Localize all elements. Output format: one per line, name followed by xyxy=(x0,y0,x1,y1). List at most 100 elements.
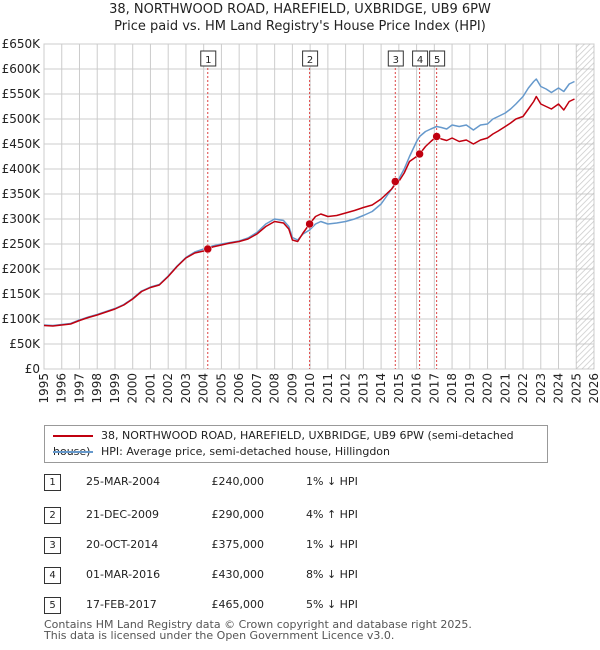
footer-copyright: Contains HM Land Registry data © Crown c… xyxy=(44,618,472,631)
y-tick-label: £150K xyxy=(2,287,42,301)
x-tick-label: 2020 xyxy=(481,373,495,404)
x-tick-label: 2023 xyxy=(534,373,548,404)
legend-item-hpi: HPI: Average price, semi-detached house,… xyxy=(53,444,390,460)
x-tick-label: 2009 xyxy=(285,373,299,404)
x-tick-label: 2011 xyxy=(321,373,335,404)
plot-area xyxy=(43,43,595,370)
x-tick-label: 2004 xyxy=(197,373,211,404)
x-tick-label: 1999 xyxy=(108,373,122,404)
chart-subtitle: Price paid vs. HM Land Registry's House … xyxy=(114,19,486,34)
x-tick-label: 2015 xyxy=(392,373,406,404)
sale-marker-box xyxy=(429,50,446,67)
sale-point xyxy=(432,132,441,141)
x-tick-label: 2007 xyxy=(250,373,264,404)
legend-label-hpi: HPI: Average price, semi-detached house,… xyxy=(101,445,390,458)
sale-marker-label: 1 xyxy=(205,55,211,66)
sale-price: £240,000 xyxy=(211,475,265,488)
x-tick-label: 2019 xyxy=(463,373,477,404)
sales-row: 1 25-MAR-2004 £240,000 1% ↓ HPI xyxy=(44,474,564,491)
sale-number-box: 5 xyxy=(44,597,61,614)
sale-marker-box xyxy=(302,50,319,67)
y-tick-label: £600K xyxy=(2,62,42,76)
sale-marker-box xyxy=(200,50,217,67)
x-tick-label: 2026 xyxy=(587,373,600,404)
legend-item-property: 38, NORTHWOOD ROAD, HAREFIELD, UXBRIDGE,… xyxy=(53,428,547,458)
y-tick-label: £400K xyxy=(2,162,42,176)
sale-hpi-diff: 5% ↓ HPI xyxy=(306,598,358,611)
x-tick-label: 2022 xyxy=(516,373,530,404)
x-tick-label: 1998 xyxy=(90,373,104,404)
sales-row: 3 20-OCT-2014 £375,000 1% ↓ HPI xyxy=(44,537,564,554)
y-tick-label: £350K xyxy=(2,187,42,201)
x-tick-label: 2010 xyxy=(303,373,317,404)
y-tick-label: £500K xyxy=(2,112,42,126)
sale-marker-label: 4 xyxy=(417,55,423,66)
sale-price: £430,000 xyxy=(211,568,265,581)
x-tick-label: 2006 xyxy=(232,373,246,404)
sale-date: 17-FEB-2017 xyxy=(86,598,157,611)
y-tick-label: £100K xyxy=(2,312,42,326)
y-tick-label: £650K xyxy=(2,37,42,51)
sales-row: 5 17-FEB-2017 £465,000 5% ↓ HPI xyxy=(44,597,564,614)
sale-marker-label: 2 xyxy=(307,55,313,66)
y-tick-label: £200K xyxy=(2,262,42,276)
x-tick-label: 2000 xyxy=(126,373,140,404)
x-tick-label: 1997 xyxy=(72,373,86,404)
y-tick-label: £0 xyxy=(25,362,40,376)
x-tick-label: 2024 xyxy=(552,373,566,404)
sale-marker-box xyxy=(387,50,404,67)
sale-point xyxy=(203,244,213,254)
x-tick-label: 2013 xyxy=(356,373,370,404)
sale-number-box: 2 xyxy=(44,507,61,524)
x-tick-label: 2018 xyxy=(445,373,459,404)
sale-date: 01-MAR-2016 xyxy=(86,568,161,581)
sale-marker-label: 5 xyxy=(434,55,440,66)
sale-hpi-diff: 1% ↓ HPI xyxy=(306,475,358,488)
sale-marker-label: 3 xyxy=(393,55,399,66)
sale-point xyxy=(415,149,424,159)
x-tick-label: 2001 xyxy=(143,373,157,404)
x-tick-label: 2021 xyxy=(498,373,512,404)
y-tick-label: £550K xyxy=(2,87,42,101)
sale-number-box: 1 xyxy=(44,474,61,491)
x-tick-label: 2008 xyxy=(268,373,282,404)
chart-title: 38, NORTHWOOD ROAD, HAREFIELD, UXBRIDGE,… xyxy=(109,2,491,17)
sale-date: 25-MAR-2004 xyxy=(86,475,161,488)
x-tick-label: 2003 xyxy=(179,373,193,404)
y-tick-label: £450K xyxy=(2,137,42,151)
legend: 38, NORTHWOOD ROAD, HAREFIELD, UXBRIDGE,… xyxy=(44,425,548,463)
sale-price: £465,000 xyxy=(211,598,265,611)
x-tick-label: 2014 xyxy=(374,373,388,404)
sale-point xyxy=(305,219,314,229)
sale-marker-box xyxy=(412,50,429,67)
sale-number-box: 4 xyxy=(44,567,61,584)
future-region xyxy=(576,44,594,369)
legend-swatch-hpi xyxy=(53,451,93,453)
y-tick-label: £50K xyxy=(9,337,41,351)
y-tick-label: £250K xyxy=(2,237,42,251)
legend-swatch-property xyxy=(53,435,93,437)
x-tick-label: 2012 xyxy=(339,373,353,404)
sale-point xyxy=(391,177,400,186)
sale-hpi-diff: 8% ↓ HPI xyxy=(306,568,358,581)
x-tick-label: 2005 xyxy=(214,373,228,404)
price-chart: £0 £50K £100K £150K £200K £250K £300K £350K £400… xyxy=(2,37,600,404)
x-tick-label: 2002 xyxy=(161,373,175,404)
sale-date: 20-OCT-2014 xyxy=(86,538,159,551)
sale-hpi-diff: 1% ↓ HPI xyxy=(306,538,358,551)
sale-hpi-diff: 4% ↑ HPI xyxy=(306,508,358,521)
x-tick-label: 2017 xyxy=(427,373,441,404)
sale-price: £290,000 xyxy=(211,508,265,521)
sale-price: £375,000 xyxy=(211,538,265,551)
sale-date: 21-DEC-2009 xyxy=(86,508,160,521)
sale-number-box: 3 xyxy=(44,537,61,554)
footer: Contains HM Land Registry data © Crown c… xyxy=(44,619,472,641)
sales-row: 4 01-MAR-2016 £430,000 8% ↓ HPI xyxy=(44,567,564,584)
x-tick-label: 1995 xyxy=(37,373,51,404)
x-tick-label: 2025 xyxy=(569,373,583,404)
footer-licence: This data is licensed under the Open Gov… xyxy=(44,629,395,642)
x-tick-label: 1996 xyxy=(55,373,69,404)
y-tick-label: £300K xyxy=(2,212,42,226)
sales-row: 2 21-DEC-2009 £290,000 4% ↑ HPI xyxy=(44,507,564,524)
property-price-line xyxy=(43,95,575,327)
